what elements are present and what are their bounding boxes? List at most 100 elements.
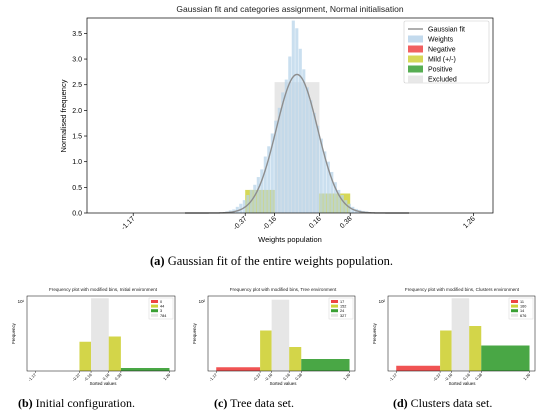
chart-b-legend-swatch-3: [151, 313, 158, 317]
chart-b-frame: [26, 295, 176, 372]
chart-d-xlabel: Sorted values: [449, 381, 477, 386]
chart-c-legend-label-2: 24: [340, 309, 344, 313]
chart-c-ytick-label: 10²: [199, 299, 206, 304]
weights-bin-27: [319, 138, 323, 213]
x-tick-label-2: -0.16: [262, 215, 278, 231]
chart-b-bar-3: [120, 368, 170, 371]
weights-bin-29: [326, 161, 330, 213]
y-axis-label: Normalised frequency: [59, 79, 68, 152]
chart-b-xtick-label-2: -0.16: [83, 372, 94, 383]
y-tick-label-0: 0.0: [72, 211, 82, 218]
chart-b-xtick-label-0: -1.17: [27, 372, 38, 383]
caption-b-text: Initial configuration.: [32, 396, 135, 410]
chart-b-xlabel: Sorted values: [90, 381, 118, 386]
chart-b-legend-label-0: 0: [160, 300, 162, 304]
weights-bin-32: [337, 189, 341, 213]
chart-b-legend-label-3: 784: [160, 314, 166, 318]
weights-bin-13: [270, 133, 274, 213]
chart-b-legend-swatch-0: [151, 300, 158, 303]
caption-a-tag: (a): [150, 254, 165, 268]
chart-d-bar-3: [469, 326, 482, 371]
legend-label-5: Excluded: [428, 77, 457, 84]
caption-c-text: Tree data set.: [227, 396, 294, 410]
weights-bin-23: [305, 87, 309, 213]
chart-b-legend-label-2: 3: [160, 309, 162, 313]
chart-b-bar-1: [91, 298, 109, 371]
y-tick-label-2: 1.0: [72, 159, 82, 166]
chart-main-title: Gaussian fit and categories assignment, …: [176, 4, 404, 14]
chart-d-legend-swatch-2: [511, 309, 518, 313]
chart-c-xtick-label-4: 0.38: [294, 372, 304, 382]
weights-bin-20: [295, 28, 299, 214]
chart-d-ytick-label: 10²: [379, 299, 386, 304]
chart-b-xtick-label-5: 1.26: [162, 372, 172, 382]
legend-label-2: Negative: [428, 47, 456, 54]
chart-b-bar-0: [79, 341, 92, 371]
chart-d-legend-swatch-1: [511, 304, 518, 308]
chart-c-xtick-label-2: -0.16: [263, 372, 274, 383]
chart-c-legend-swatch-0: [331, 300, 338, 303]
chart-c-bar-4: [301, 359, 350, 371]
weights-bin-28: [323, 151, 327, 213]
legend-swatch-5: [408, 75, 423, 83]
caption-b-tag: (b): [18, 396, 33, 410]
x-axis-label: Weights population: [258, 235, 322, 244]
caption-b: (b) Initial configuration.: [18, 396, 135, 411]
chart-d-legend-box: [508, 297, 534, 320]
legend-label-1: Weights: [428, 37, 454, 44]
chart-b-xtick-label-1: -0.37: [71, 372, 82, 383]
chart-c-legend-label-1: 152: [340, 305, 346, 309]
chart-c-title: Frequency plot with modified bins, Tree …: [230, 287, 337, 292]
chart-c-bar-2: [271, 299, 290, 371]
legend-label-4: Positive: [428, 67, 453, 74]
chart-d-bar-4: [481, 345, 530, 371]
chart-b-title: Frequency plot with modified bins, Initi…: [49, 287, 158, 292]
weights-bin-34: [344, 200, 348, 213]
weights-bin-15: [277, 107, 281, 213]
weights-bin-14: [274, 120, 278, 213]
chart-b-xtick-label-3: 0.16: [101, 372, 111, 382]
y-tick-label-1: 0.5: [72, 185, 82, 192]
legend-swatch-4: [408, 65, 423, 73]
chart-d-bar-1: [440, 330, 452, 371]
chart-d-xtick-label-4: 0.38: [474, 372, 484, 382]
weights-bin-22: [302, 69, 306, 213]
chart-c: Frequency plot with modified bins, Tree …: [192, 287, 356, 386]
caption-c: (c) Tree data set.: [214, 396, 294, 411]
weights-bin-5: [242, 200, 246, 213]
chart-d-xtick-label-3: 0.16: [462, 372, 472, 382]
weights-bin-12: [267, 146, 271, 213]
chart-main-frame: [86, 17, 494, 214]
legend-box: [403, 20, 490, 84]
chart-c-legend-label-3: 327: [340, 314, 346, 318]
chart-b-legend-label-1: 44: [160, 305, 164, 309]
weights-bin-10: [260, 169, 264, 213]
caption-d-text: Clusters data set.: [407, 396, 493, 410]
weights-bin-11: [263, 156, 267, 213]
chart-d-legend-swatch-3: [511, 313, 518, 317]
x-tick-label-3: 0.16: [308, 215, 323, 230]
chart-d-ylabel: Frequency: [372, 322, 377, 344]
caption-d: (d) Clusters data set.: [393, 396, 492, 411]
chart-c-xtick-label-3: 0.16: [282, 372, 292, 382]
weights-bin-16: [281, 92, 285, 213]
chart-main: Gaussian fit and categories assignment, …: [59, 4, 494, 244]
x-tick-label-5: 1.26: [462, 215, 477, 230]
weights-bin-3: [235, 206, 239, 213]
chart-c-xtick-label-1: -0.37: [252, 372, 263, 383]
chart-b-legend-box: [148, 297, 174, 320]
chart-c-bar-1: [260, 330, 272, 371]
chart-c-legend-box: [328, 297, 354, 320]
chart-c-ylabel: Frequency: [192, 322, 197, 344]
x-tick-label-0: -1.17: [120, 215, 136, 231]
chart-c-bar-0: [216, 367, 261, 371]
weights-bin-4: [239, 203, 243, 213]
chart-c-xtick-label-5: 1.26: [342, 372, 352, 382]
chart-d-bar-2: [451, 298, 470, 371]
caption-c-tag: (c): [214, 396, 228, 410]
chart-c-legend-swatch-2: [331, 309, 338, 313]
